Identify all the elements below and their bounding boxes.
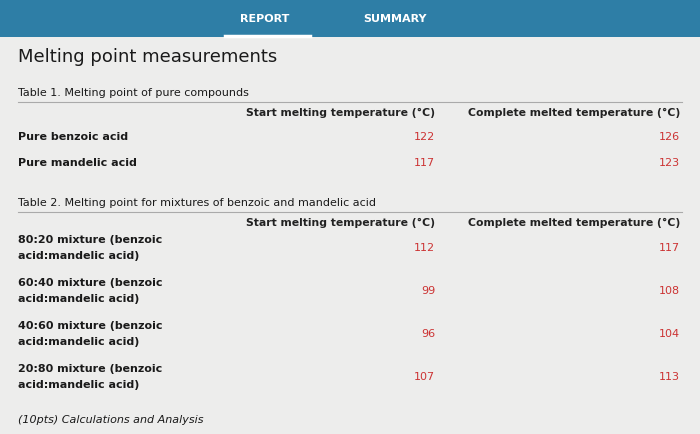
Text: 108: 108 <box>659 285 680 295</box>
Text: 126: 126 <box>659 132 680 141</box>
Text: REPORT: REPORT <box>240 14 290 24</box>
Text: Table 1. Melting point of pure compounds: Table 1. Melting point of pure compounds <box>18 88 249 98</box>
Text: Complete melted temperature (°C): Complete melted temperature (°C) <box>468 108 680 118</box>
Text: acid:mandelic acid): acid:mandelic acid) <box>18 379 139 389</box>
Text: 40:60 mixture (benzoic: 40:60 mixture (benzoic <box>18 320 162 330</box>
Text: Pure benzoic acid: Pure benzoic acid <box>18 132 128 141</box>
Text: 20:80 mixture (benzoic: 20:80 mixture (benzoic <box>18 363 162 373</box>
Text: 117: 117 <box>414 158 435 168</box>
Text: 96: 96 <box>421 328 435 338</box>
Text: Table 2. Melting point for mixtures of benzoic and mandelic acid: Table 2. Melting point for mixtures of b… <box>18 197 376 207</box>
Text: SUMMARY: SUMMARY <box>363 14 427 24</box>
Text: 60:40 mixture (benzoic: 60:40 mixture (benzoic <box>18 277 162 287</box>
Text: 123: 123 <box>659 158 680 168</box>
Text: acid:mandelic acid): acid:mandelic acid) <box>18 293 139 303</box>
Text: acid:mandelic acid): acid:mandelic acid) <box>18 336 139 346</box>
Text: 80:20 mixture (benzoic: 80:20 mixture (benzoic <box>18 234 162 244</box>
Text: acid:mandelic acid): acid:mandelic acid) <box>18 250 139 260</box>
Text: 99: 99 <box>421 285 435 295</box>
Text: Start melting temperature (°C): Start melting temperature (°C) <box>246 217 435 227</box>
Text: 112: 112 <box>414 243 435 253</box>
Text: Pure mandelic acid: Pure mandelic acid <box>18 158 137 168</box>
Bar <box>0 0 700 38</box>
Text: (10pts) Calculations and Analysis: (10pts) Calculations and Analysis <box>18 414 204 424</box>
Text: 104: 104 <box>659 328 680 338</box>
Text: 107: 107 <box>414 371 435 381</box>
Text: Start melting temperature (°C): Start melting temperature (°C) <box>246 108 435 118</box>
Text: Melting point measurements: Melting point measurements <box>18 48 277 66</box>
Text: 122: 122 <box>414 132 435 141</box>
Text: 113: 113 <box>659 371 680 381</box>
Text: 117: 117 <box>659 243 680 253</box>
Text: Complete melted temperature (°C): Complete melted temperature (°C) <box>468 217 680 227</box>
